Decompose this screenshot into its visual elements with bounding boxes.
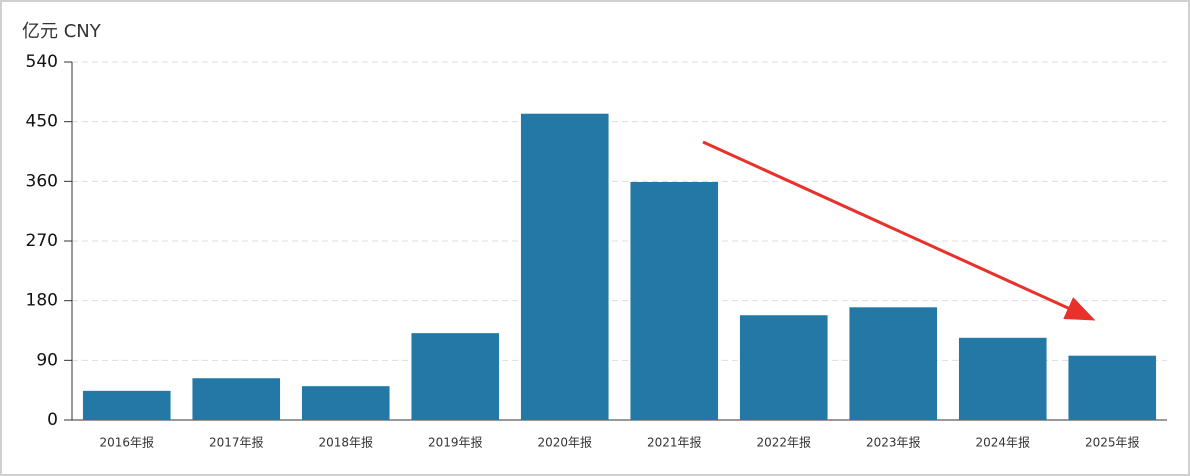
x-tick-label: 2017年报 <box>209 435 264 450</box>
x-tick-label: 2022年报 <box>756 435 811 450</box>
x-tick-label: 2016年报 <box>99 435 154 450</box>
bar <box>82 390 171 420</box>
bar <box>739 315 828 420</box>
x-tick-label: 2020年报 <box>537 435 592 450</box>
y-tick-label: 270 <box>26 231 58 251</box>
bar <box>958 337 1047 420</box>
x-tick-label: 2021年报 <box>647 435 702 450</box>
x-tick-label: 2019年报 <box>428 435 483 450</box>
bar <box>192 378 281 420</box>
y-tick-label: 0 <box>47 410 58 430</box>
bar <box>301 386 390 420</box>
trend-arrow <box>702 140 1096 321</box>
y-tick-label: 90 <box>36 350 58 370</box>
x-tick-label: 2018年报 <box>318 435 373 450</box>
y-tick-label: 540 <box>26 52 58 72</box>
y-tick-label: 360 <box>26 171 58 191</box>
bar <box>849 307 938 420</box>
bar <box>1068 355 1157 420</box>
y-axis-label: 亿元 CNY <box>22 21 102 42</box>
bar <box>411 333 500 420</box>
x-tick-label: 2023年报 <box>866 435 921 450</box>
bar <box>630 181 719 420</box>
y-tick-label: 180 <box>26 291 58 311</box>
x-tick-label: 2024年报 <box>975 435 1030 450</box>
y-tick-label: 450 <box>26 112 58 132</box>
bar <box>520 113 609 420</box>
x-tick-label: 2025年报 <box>1085 435 1140 450</box>
plot: 0 90 180 270 360 450 540 2016年报 2017年报 2018年报 2019… <box>26 52 1167 450</box>
